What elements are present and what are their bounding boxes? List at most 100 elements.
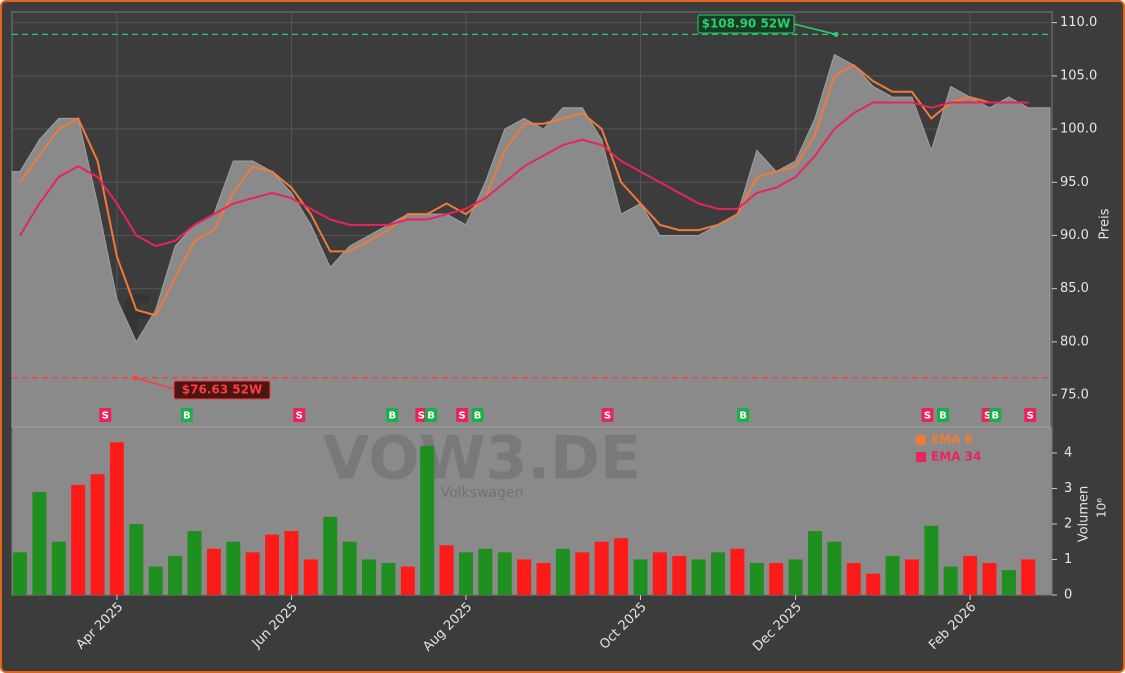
volume-bar	[497, 552, 512, 595]
volume-bar	[420, 445, 435, 595]
y-axis-title: Preis	[1098, 208, 1113, 239]
y-tick-label: 105.0	[1060, 68, 1097, 83]
volume-bar	[652, 552, 667, 595]
signal-label: S	[984, 411, 991, 422]
legend-swatch	[916, 452, 926, 462]
volume-bar	[71, 484, 86, 595]
signal-label: B	[474, 411, 482, 422]
y-tick-label: 2	[1064, 516, 1072, 531]
volume-bar	[1001, 570, 1016, 595]
volume-bar	[245, 552, 260, 595]
volume-bar	[342, 541, 357, 595]
signal-marker	[456, 408, 469, 422]
signal-label: S	[1027, 411, 1034, 422]
signal-marker	[471, 408, 484, 422]
signal-label: S	[924, 411, 931, 422]
legend-label: EMA 8	[931, 433, 973, 447]
volume-bar	[846, 563, 861, 595]
signal-marker	[989, 408, 1002, 422]
y-tick-label: 110.0	[1060, 15, 1097, 30]
volume-bar	[788, 559, 803, 595]
x-tick-label: Apr 2025	[73, 600, 126, 653]
volume-bar	[866, 573, 881, 595]
volume-bar	[129, 523, 144, 595]
volume-bar	[109, 442, 124, 595]
y-axis-title: Volumen	[1077, 486, 1092, 543]
volume-bar	[90, 474, 105, 595]
y-tick-label: 85.0	[1060, 281, 1089, 296]
volume-bar	[749, 563, 764, 595]
high-arrow	[793, 23, 837, 36]
y-axis-unit: 10⁶	[1095, 498, 1109, 518]
watermark-subtitle: Volkswagen	[441, 485, 524, 501]
signal-label: B	[183, 411, 191, 422]
volume-bar	[555, 548, 570, 595]
signal-marker	[293, 408, 306, 422]
volume-bar	[478, 548, 493, 595]
x-tick-label: Dec 2025	[750, 600, 805, 655]
signal-marker	[415, 408, 428, 422]
volume-bar	[924, 525, 939, 595]
x-tick-label: Jun 2025	[249, 600, 301, 652]
y-tick-label: 3	[1064, 481, 1072, 496]
low-label-box	[173, 380, 271, 400]
volume-bar	[458, 552, 473, 595]
volume-bar	[284, 531, 299, 595]
volume-bar	[323, 516, 338, 595]
volume-bar	[51, 541, 66, 595]
volume-bar	[517, 559, 532, 595]
x-tick-label: Oct 2025	[597, 600, 650, 653]
signal-marker	[601, 408, 614, 422]
high-arrow-head	[833, 31, 839, 37]
signal-marker	[921, 408, 934, 422]
signal-label: S	[102, 411, 109, 422]
ema-line	[19, 101, 1029, 248]
volume-bar	[594, 541, 609, 595]
volume-bar	[982, 563, 997, 595]
volume-bar	[963, 555, 978, 595]
watermark: VOW3.DE	[323, 424, 641, 494]
high-label: $108.90 52W	[702, 17, 791, 31]
signal-marker	[737, 408, 750, 422]
volume-bar	[730, 548, 745, 595]
volume-bar	[303, 559, 318, 595]
x-tick-label: Feb 2026	[926, 600, 979, 653]
signal-label: B	[388, 411, 396, 422]
volume-bar	[575, 552, 590, 595]
low-arrow	[134, 377, 179, 391]
volume-bar	[32, 491, 47, 595]
volume-panel	[11, 426, 1053, 596]
y-tick-label: 95.0	[1060, 175, 1089, 190]
volume-bar	[691, 559, 706, 595]
signal-label: B	[992, 411, 1000, 422]
volume-bar	[614, 538, 629, 595]
signal-marker	[425, 408, 438, 422]
volume-bar	[362, 559, 377, 595]
y-tick-label: 75.0	[1060, 388, 1089, 403]
volume-bar	[265, 534, 280, 595]
volume-bar	[943, 566, 958, 595]
low-label: $76.63 52W	[182, 383, 262, 397]
volume-bar	[400, 566, 415, 595]
y-tick-label: 80.0	[1060, 334, 1089, 349]
volume-bar	[168, 555, 183, 595]
signal-label: S	[418, 411, 425, 422]
signal-label: S	[604, 411, 611, 422]
y-tick-label: 0	[1064, 588, 1072, 603]
signal-label: B	[427, 411, 435, 422]
volume-bar	[536, 563, 551, 595]
signal-label: S	[296, 411, 303, 422]
legend-label: EMA 34	[931, 450, 981, 464]
y-tick-label: 100.0	[1060, 122, 1097, 137]
volume-bar	[1021, 559, 1036, 595]
low-arrow-head	[132, 375, 138, 381]
volume-bar	[827, 541, 842, 595]
volume-bar	[206, 548, 221, 595]
signal-label: B	[939, 411, 947, 422]
y-tick-label: 90.0	[1060, 228, 1089, 243]
y-tick-label: 1	[1064, 552, 1072, 567]
signal-marker	[386, 408, 399, 422]
signal-marker	[99, 408, 112, 422]
